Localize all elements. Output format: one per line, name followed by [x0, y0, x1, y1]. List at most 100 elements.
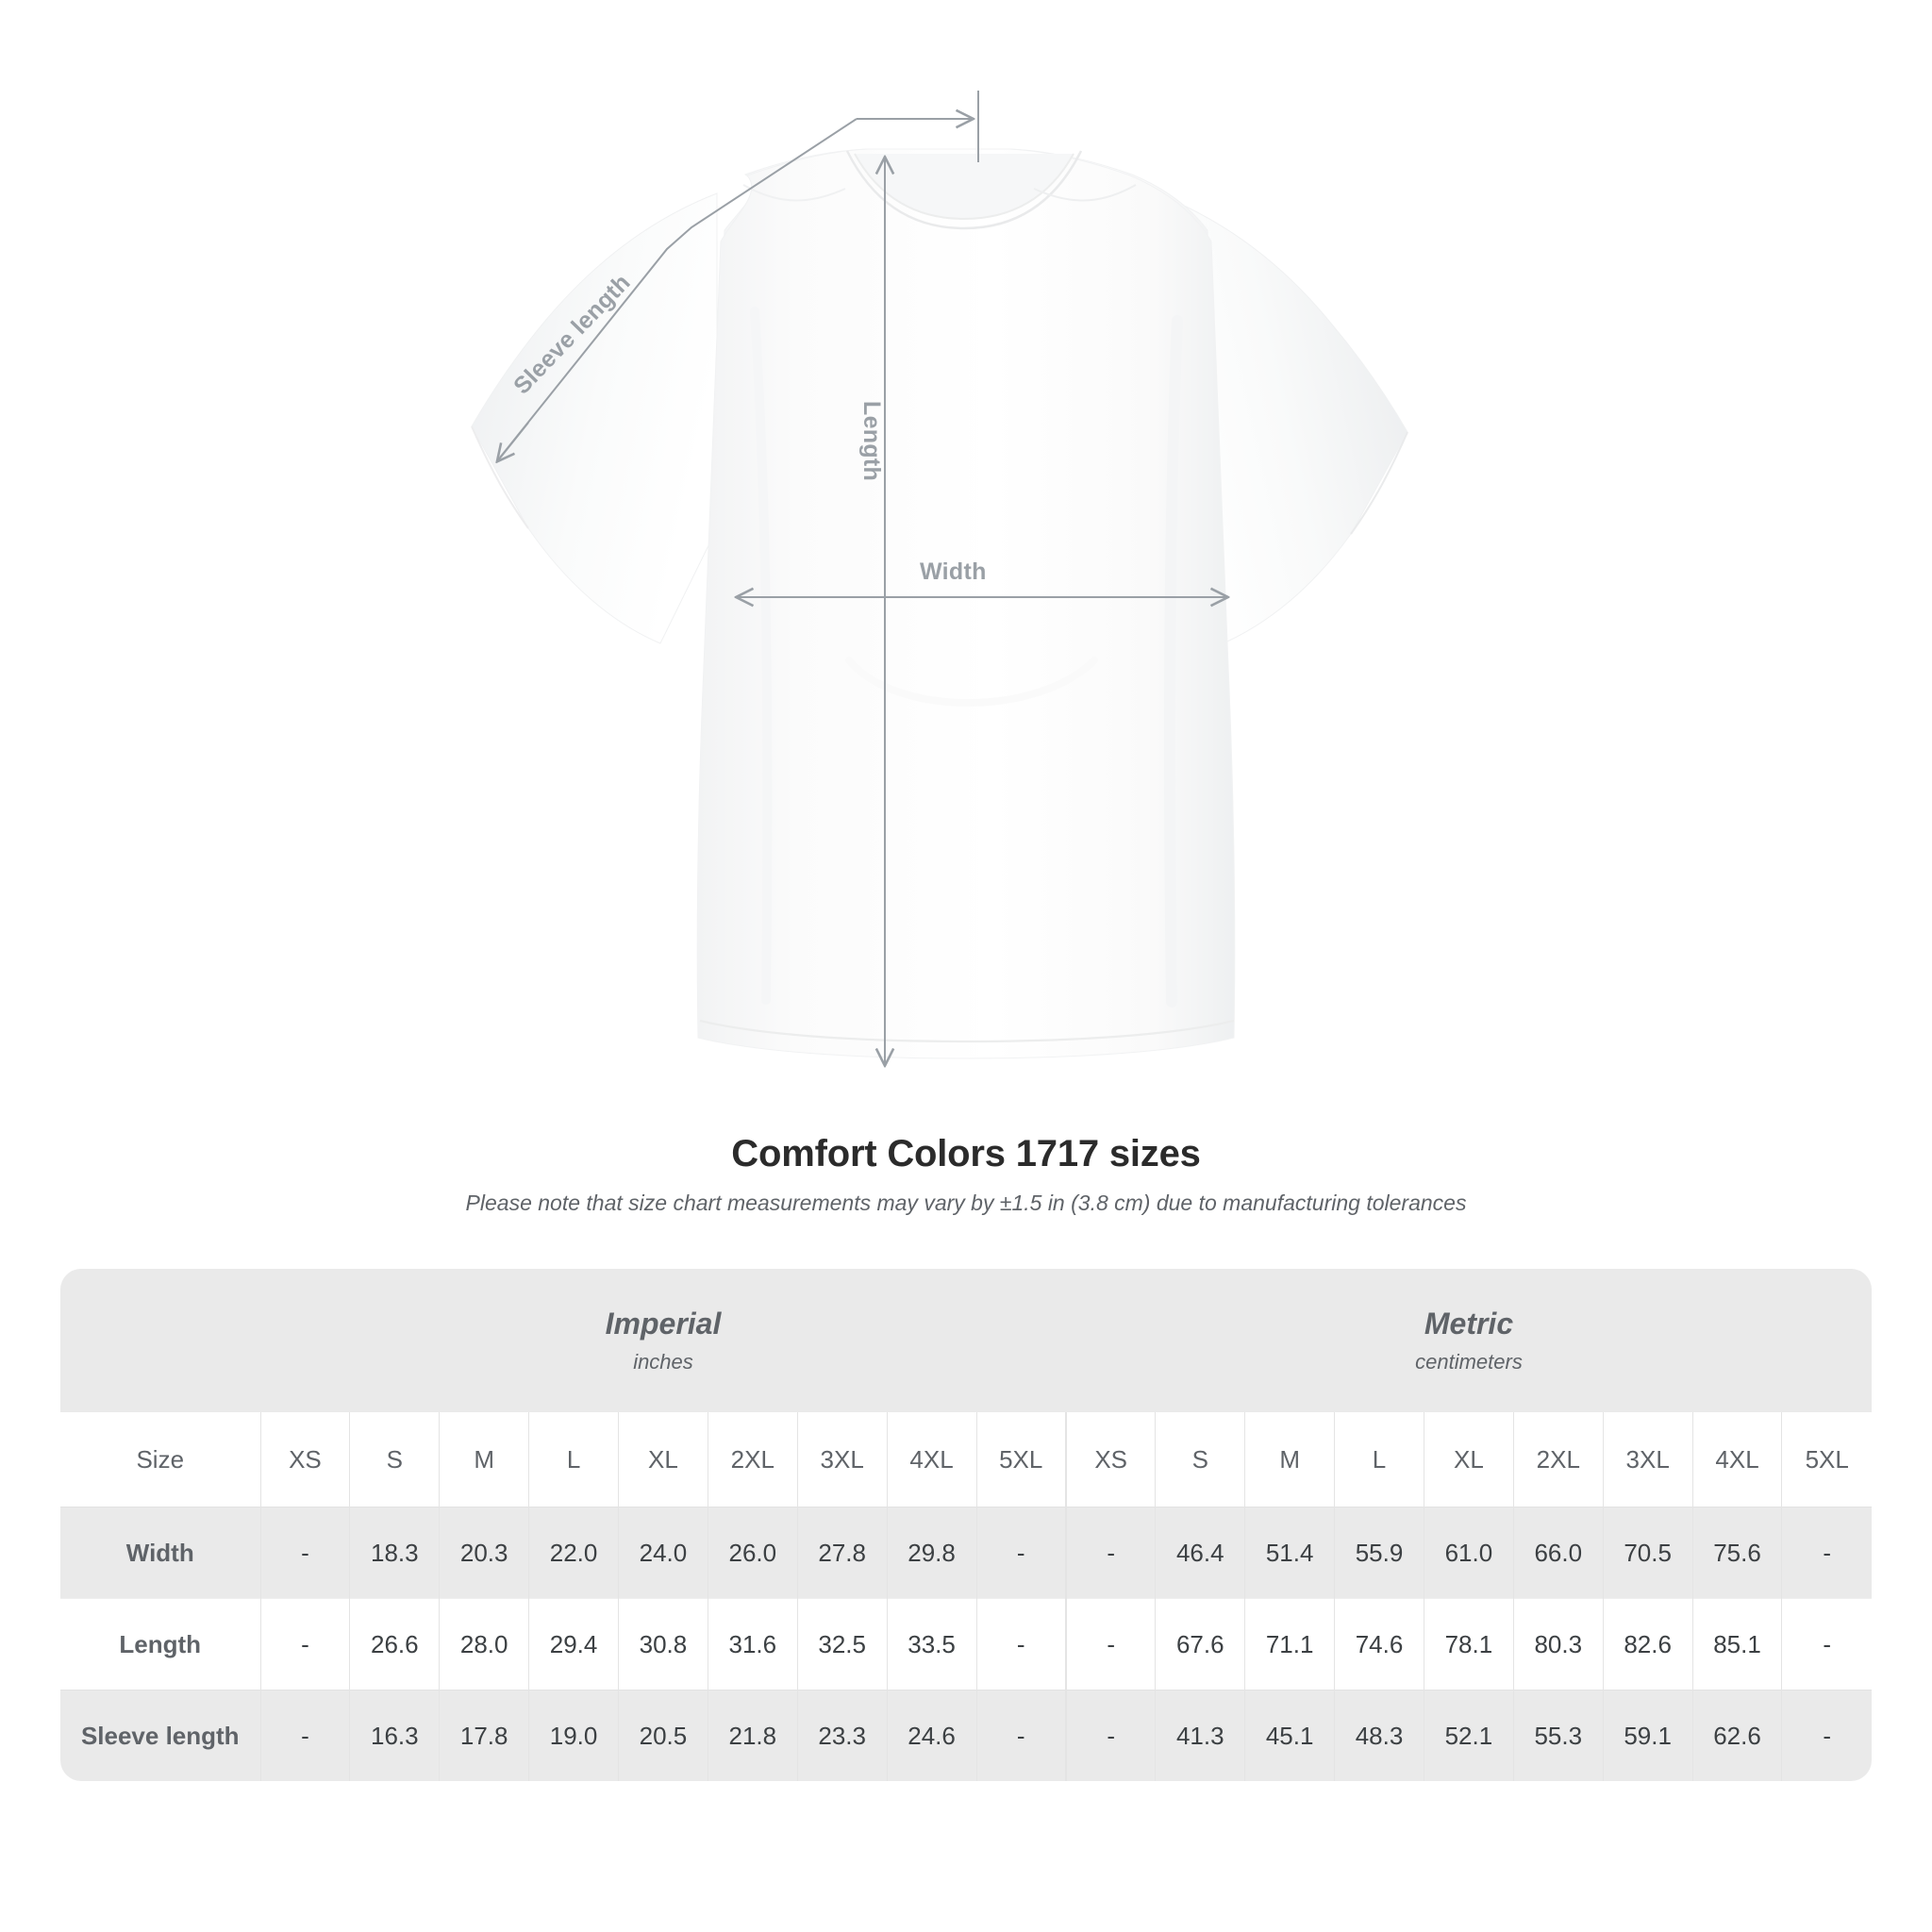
tolerance-note: Please note that size chart measurements…: [465, 1191, 1467, 1215]
row-label-length: Length: [60, 1598, 260, 1690]
cell-width-imperial-5xl: -: [975, 1507, 1066, 1599]
tshirt-diagram: Width Length Sleeve length: [471, 91, 1408, 1113]
cell-sleeve-length-imperial-l: 19.0: [528, 1690, 619, 1781]
cell-width-imperial-s: 18.3: [349, 1507, 440, 1599]
tshirt-shape: [471, 148, 1408, 1059]
sleeve-end-arrow: [498, 422, 529, 460]
table-row: Length -26.6 28.0 29.4 30.8 31.6 32.5 33.5- -67.…: [60, 1598, 1872, 1690]
size-header-metric-m: M: [1244, 1412, 1335, 1507]
size-table: Imperial inches Metric centimeters Size XS S M L…: [60, 1269, 1872, 1781]
cell-width-imperial-2xl: 26.0: [707, 1507, 798, 1599]
width-dimension-label: Width: [920, 558, 987, 585]
size-header-metric-l: L: [1334, 1412, 1424, 1507]
cell-length-imperial-l: 29.4: [528, 1598, 619, 1690]
cell-sleeve-length-metric-l: 48.3: [1334, 1690, 1424, 1781]
page-title: Comfort Colors 1717 sizes: [731, 1133, 1201, 1174]
cell-length-metric-m: 71.1: [1244, 1598, 1335, 1690]
cell-length-metric-2xl: 80.3: [1512, 1598, 1604, 1690]
unit-row-spacer: [60, 1269, 260, 1412]
cell-sleeve-length-imperial-3xl: 23.3: [796, 1690, 888, 1781]
cell-sleeve-length-imperial-xs: -: [259, 1690, 350, 1781]
cell-length-metric-3xl: 82.6: [1602, 1598, 1693, 1690]
row-label-width: Width: [60, 1507, 260, 1599]
cell-width-metric-5xl: -: [1781, 1507, 1872, 1599]
cell-width-metric-xl: 61.0: [1423, 1507, 1514, 1599]
size-table-container: Imperial inches Metric centimeters Size XS S M L…: [60, 1269, 1872, 1781]
cell-width-imperial-xl: 24.0: [618, 1507, 708, 1599]
cell-width-metric-m: 51.4: [1244, 1507, 1335, 1599]
cell-sleeve-length-metric-5xl: -: [1781, 1690, 1872, 1781]
cell-width-imperial-3xl: 27.8: [796, 1507, 888, 1599]
cell-width-metric-4xl: 75.6: [1691, 1507, 1782, 1599]
cell-length-metric-5xl: -: [1781, 1598, 1872, 1690]
cell-length-imperial-xl: 30.8: [618, 1598, 708, 1690]
cell-sleeve-length-imperial-xl: 20.5: [618, 1690, 708, 1781]
cell-width-imperial-xs: -: [259, 1507, 350, 1599]
cell-width-metric-3xl: 70.5: [1602, 1507, 1693, 1599]
size-header-row: Size XS S M L XL 2XL 3XL 4XL 5XL XS S M L XL 2XL 3XL 4XL 5…: [60, 1412, 1872, 1507]
unit-system-name: Metric: [1424, 1307, 1514, 1341]
cell-width-metric-2xl: 66.0: [1512, 1507, 1604, 1599]
cell-length-imperial-s: 26.6: [349, 1598, 440, 1690]
cell-width-metric-s: 46.4: [1155, 1507, 1245, 1599]
cell-sleeve-length-imperial-s: 16.3: [349, 1690, 440, 1781]
cell-length-metric-xs: -: [1064, 1598, 1156, 1690]
cell-sleeve-length-metric-xs: -: [1064, 1690, 1156, 1781]
cell-length-imperial-5xl: -: [975, 1598, 1066, 1690]
table-row: Sleeve length -16.3 17.8 19.0 20.5 21.8 23.3 24…: [60, 1690, 1872, 1781]
cell-sleeve-length-metric-xl: 52.1: [1423, 1690, 1514, 1781]
cell-length-metric-4xl: 85.1: [1691, 1598, 1782, 1690]
unit-system-name: Imperial: [605, 1307, 722, 1341]
cell-sleeve-length-imperial-4xl: 24.6: [886, 1690, 976, 1781]
size-header-metric-3xl: 3XL: [1602, 1412, 1693, 1507]
cell-length-metric-s: 67.6: [1155, 1598, 1245, 1690]
cell-length-metric-xl: 78.1: [1423, 1598, 1514, 1690]
cell-sleeve-length-imperial-2xl: 21.8: [707, 1690, 798, 1781]
size-header-metric-4xl: 4XL: [1691, 1412, 1782, 1507]
size-header-imperial-m: M: [439, 1412, 529, 1507]
unit-system-unit: inches: [633, 1349, 693, 1374]
unit-system-unit: centimeters: [1415, 1349, 1523, 1374]
table-row: Width -18.3 20.3 22.0 24.0 26.0 27.8 29.8- -46.4…: [60, 1507, 1872, 1599]
unit-system-imperial: Imperial inches: [260, 1269, 1066, 1412]
tshirt-illustration-svg: [471, 91, 1408, 1113]
size-header-metric-xs: XS: [1064, 1412, 1156, 1507]
cell-width-imperial-4xl: 29.8: [886, 1507, 976, 1599]
measurement-guides: [498, 91, 1226, 1064]
size-header-metric-xl: XL: [1423, 1412, 1514, 1507]
cell-length-imperial-xs: -: [259, 1598, 350, 1690]
sleeve-diagonal-line: [499, 118, 858, 458]
length-dimension-label: Length: [858, 401, 885, 482]
size-header-imperial-5xl: 5XL: [975, 1412, 1066, 1507]
cell-length-imperial-3xl: 32.5: [796, 1598, 888, 1690]
size-header-metric-2xl: 2XL: [1512, 1412, 1604, 1507]
size-header-imperial-3xl: 3XL: [796, 1412, 888, 1507]
unit-system-metric: Metric centimeters: [1065, 1269, 1872, 1412]
size-header-imperial-s: S: [349, 1412, 440, 1507]
chart-heading: Comfort Colors 1717 sizes Please note th…: [0, 1132, 1932, 1217]
size-header-imperial-2xl: 2XL: [707, 1412, 798, 1507]
cell-width-imperial-l: 22.0: [528, 1507, 619, 1599]
cell-width-metric-l: 55.9: [1334, 1507, 1424, 1599]
cell-length-imperial-4xl: 33.5: [886, 1598, 976, 1690]
cell-length-metric-l: 74.6: [1334, 1598, 1424, 1690]
cell-width-imperial-m: 20.3: [439, 1507, 529, 1599]
cell-length-imperial-2xl: 31.6: [707, 1598, 798, 1690]
size-header-metric-s: S: [1155, 1412, 1245, 1507]
cell-sleeve-length-metric-3xl: 59.1: [1602, 1690, 1693, 1781]
cell-sleeve-length-metric-m: 45.1: [1244, 1690, 1335, 1781]
cell-length-imperial-m: 28.0: [439, 1598, 529, 1690]
size-header-imperial-xs: XS: [259, 1412, 350, 1507]
cell-sleeve-length-metric-2xl: 55.3: [1512, 1690, 1604, 1781]
size-header-imperial-l: L: [528, 1412, 619, 1507]
cell-sleeve-length-imperial-m: 17.8: [439, 1690, 529, 1781]
size-header-imperial-xl: XL: [618, 1412, 708, 1507]
cell-sleeve-length-metric-4xl: 62.6: [1691, 1690, 1782, 1781]
size-header-metric-5xl: 5XL: [1781, 1412, 1872, 1507]
cell-width-metric-xs: -: [1064, 1507, 1156, 1599]
size-header-label: Size: [60, 1412, 260, 1507]
size-header-imperial-4xl: 4XL: [886, 1412, 976, 1507]
cell-sleeve-length-imperial-5xl: -: [975, 1690, 1066, 1781]
unit-system-row: Imperial inches Metric centimeters: [60, 1269, 1872, 1412]
row-label-sleeve-length: Sleeve length: [60, 1690, 260, 1781]
